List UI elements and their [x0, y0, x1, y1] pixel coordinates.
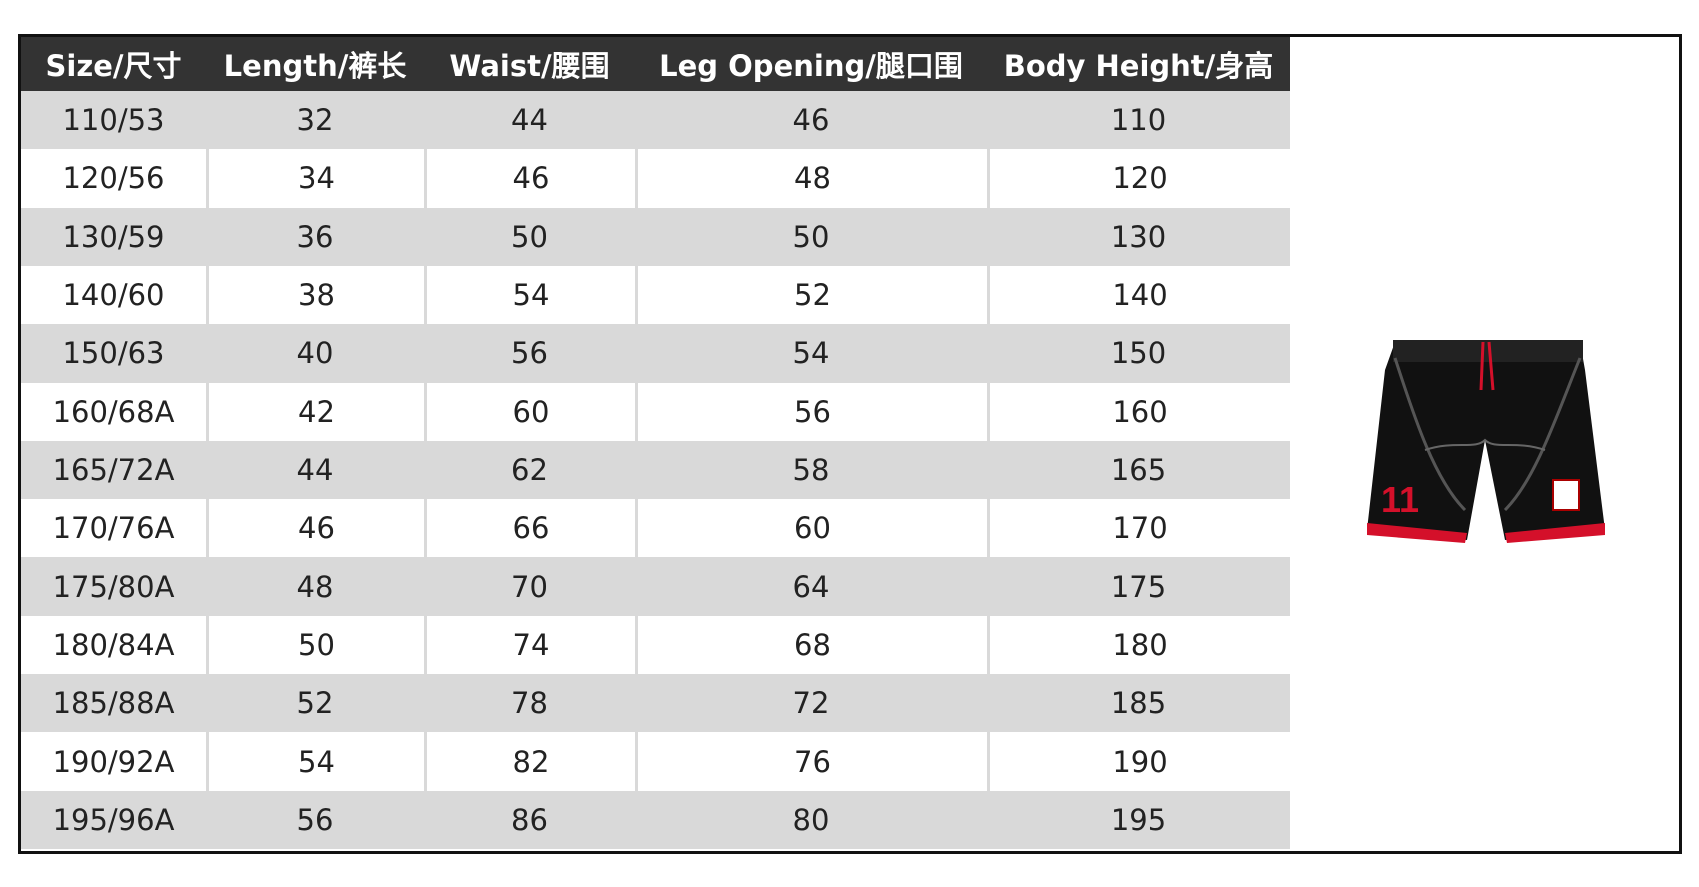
- table-cell: 46: [424, 149, 635, 208]
- table-cell: 56: [635, 382, 987, 441]
- table-cell: 54: [424, 265, 635, 325]
- shorts-number: 11: [1381, 479, 1419, 520]
- table-cell: 195/96A: [21, 790, 206, 849]
- table-cell: 34: [206, 149, 424, 208]
- table-cell: 170/76A: [21, 499, 206, 558]
- table-cell: 32: [206, 91, 424, 150]
- table-cell: 110/53: [21, 91, 206, 150]
- table-cell: 38: [206, 265, 424, 325]
- table-cell: 140/60: [21, 265, 206, 325]
- header-cell: Leg Opening/腿口围: [635, 37, 987, 91]
- table-cell: 44: [206, 440, 424, 500]
- table-cell: 80: [635, 790, 987, 849]
- table-cell: 48: [206, 557, 424, 616]
- table-cell: 60: [424, 382, 635, 441]
- table-cell: 175: [987, 557, 1290, 616]
- table-cell: 46: [206, 499, 424, 558]
- table-cell: 180/84A: [21, 615, 206, 675]
- table-cell: 150: [987, 324, 1290, 383]
- table-cell: 58: [635, 440, 987, 500]
- table-cell: 86: [424, 790, 635, 849]
- table-cell: 72: [635, 674, 987, 733]
- table-cell: 165: [987, 440, 1290, 500]
- table-cell: 42: [206, 382, 424, 441]
- table-cell: 150/63: [21, 324, 206, 383]
- table-cell: 78: [424, 674, 635, 733]
- table-cell: 185: [987, 674, 1290, 733]
- table-cell: 66: [424, 499, 635, 558]
- shorts-image: 11: [1367, 340, 1605, 543]
- table-cell: 56: [424, 324, 635, 383]
- table-cell: 54: [206, 732, 424, 791]
- table-cell: 40: [206, 324, 424, 383]
- table-cell: 140: [987, 265, 1290, 325]
- table-frame: Size/尺寸 Length/裤长 Waist/腰围 Leg Opening/腿口围 B…: [18, 34, 1682, 854]
- table-cell: 82: [424, 732, 635, 791]
- table-cell: 76: [635, 732, 987, 791]
- header-cell: Body Height/身高: [987, 37, 1290, 91]
- table-cell: 52: [635, 265, 987, 325]
- table-cell: 48: [635, 149, 987, 208]
- table-cell: 190/92A: [21, 732, 206, 791]
- table-cell: 50: [206, 615, 424, 675]
- header-cell: Size/尺寸: [21, 37, 206, 91]
- table-cell: 36: [206, 207, 424, 266]
- table-cell: 64: [635, 557, 987, 616]
- table-cell: 46: [635, 91, 987, 150]
- table-cell: 50: [424, 207, 635, 266]
- table-cell: 165/72A: [21, 440, 206, 500]
- table-cell: 130: [987, 207, 1290, 266]
- table-cell: 74: [424, 615, 635, 675]
- table-cell: 195: [987, 790, 1290, 849]
- table-cell: 60: [635, 499, 987, 558]
- table-cell: 110: [987, 91, 1290, 150]
- table-cell: 180: [987, 615, 1290, 675]
- table-cell: 130/59: [21, 207, 206, 266]
- table-cell: 185/88A: [21, 674, 206, 733]
- table-cell: 44: [424, 91, 635, 150]
- table-cell: 160/68A: [21, 382, 206, 441]
- table-cell: 50: [635, 207, 987, 266]
- table-cell: 175/80A: [21, 557, 206, 616]
- table-cell: 170: [987, 499, 1290, 558]
- table-cell: 120/56: [21, 149, 206, 208]
- table-cell: 190: [987, 732, 1290, 791]
- header-cell: Waist/腰围: [424, 37, 635, 91]
- table-cell: 160: [987, 382, 1290, 441]
- table-cell: 56: [206, 790, 424, 849]
- table-cell: 62: [424, 440, 635, 500]
- table-cell: 70: [424, 557, 635, 616]
- table-cell: 68: [635, 615, 987, 675]
- table-cell: 54: [635, 324, 987, 383]
- header-cell: Length/裤长: [206, 37, 424, 91]
- table-cell: 52: [206, 674, 424, 733]
- table-cell: 120: [987, 149, 1290, 208]
